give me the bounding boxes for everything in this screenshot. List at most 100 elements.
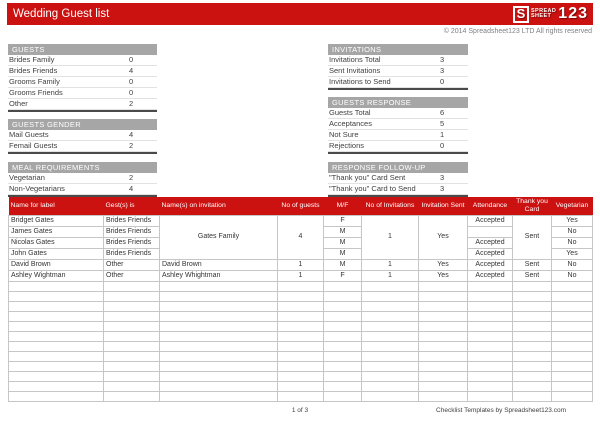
empty-cell[interactable] — [323, 320, 362, 332]
empty-cell[interactable] — [323, 310, 362, 322]
empty-cell[interactable] — [418, 350, 468, 362]
cell-group[interactable]: Other — [103, 269, 160, 282]
empty-cell[interactable] — [8, 360, 104, 372]
empty-cell[interactable] — [512, 290, 552, 302]
cell-mf[interactable]: F — [323, 269, 362, 282]
empty-cell[interactable] — [512, 380, 552, 392]
cell-name[interactable]: John Gates — [8, 247, 104, 260]
empty-cell[interactable] — [103, 300, 160, 312]
empty-cell[interactable] — [159, 280, 278, 292]
empty-cell[interactable] — [323, 360, 362, 372]
empty-cell[interactable] — [551, 380, 593, 392]
empty-cell[interactable] — [277, 380, 324, 392]
empty-cell[interactable] — [277, 360, 324, 372]
empty-cell[interactable] — [467, 280, 513, 292]
empty-cell[interactable] — [361, 360, 419, 372]
empty-cell[interactable] — [8, 320, 104, 332]
cell-card[interactable]: Sent — [512, 258, 552, 271]
empty-cell[interactable] — [467, 320, 513, 332]
empty-cell[interactable] — [8, 280, 104, 292]
cell-mf[interactable]: M — [323, 258, 362, 271]
cell-invitation-name[interactable]: Ashley Whightman — [159, 269, 278, 282]
empty-cell[interactable] — [8, 380, 104, 392]
empty-cell[interactable] — [159, 300, 278, 312]
cell-vegetarian[interactable]: Yes — [551, 214, 593, 227]
empty-cell[interactable] — [467, 310, 513, 322]
empty-cell[interactable] — [551, 350, 593, 362]
empty-cell[interactable] — [551, 300, 593, 312]
empty-cell[interactable] — [361, 280, 419, 292]
empty-cell[interactable] — [103, 290, 160, 302]
empty-cell[interactable] — [512, 320, 552, 332]
empty-cell[interactable] — [8, 370, 104, 382]
empty-cell[interactable] — [277, 300, 324, 312]
empty-cell[interactable] — [551, 280, 593, 292]
empty-cell[interactable] — [8, 390, 104, 402]
cell-group[interactable]: Brides Friends — [103, 247, 160, 260]
cell-attendance[interactable] — [467, 225, 513, 238]
empty-cell[interactable] — [277, 290, 324, 302]
cell-name[interactable]: Nicolas Gates — [8, 236, 104, 249]
cell-group[interactable]: Brides Friends — [103, 214, 160, 227]
cell-attendance[interactable]: Accepted — [467, 269, 513, 282]
empty-cell[interactable] — [551, 310, 593, 322]
empty-cell[interactable] — [418, 370, 468, 382]
empty-cell[interactable] — [467, 350, 513, 362]
cell-guests[interactable]: 4 — [277, 214, 324, 260]
empty-cell[interactable] — [512, 360, 552, 372]
empty-cell[interactable] — [8, 330, 104, 342]
empty-cell[interactable] — [512, 310, 552, 322]
empty-cell[interactable] — [418, 290, 468, 302]
empty-cell[interactable] — [418, 380, 468, 392]
cell-name[interactable]: Ashley Wightman — [8, 269, 104, 282]
empty-cell[interactable] — [8, 300, 104, 312]
cell-mf[interactable]: M — [323, 247, 362, 260]
empty-cell[interactable] — [418, 340, 468, 352]
cell-mf[interactable]: M — [323, 236, 362, 249]
cell-invitation-name[interactable]: Gates Family — [159, 214, 278, 260]
empty-cell[interactable] — [323, 390, 362, 402]
empty-cell[interactable] — [418, 320, 468, 332]
empty-cell[interactable] — [159, 360, 278, 372]
empty-cell[interactable] — [103, 380, 160, 392]
empty-cell[interactable] — [103, 320, 160, 332]
empty-cell[interactable] — [512, 300, 552, 312]
empty-cell[interactable] — [551, 370, 593, 382]
empty-cell[interactable] — [467, 290, 513, 302]
empty-cell[interactable] — [512, 340, 552, 352]
empty-cell[interactable] — [467, 300, 513, 312]
empty-cell[interactable] — [323, 350, 362, 362]
empty-cell[interactable] — [8, 290, 104, 302]
empty-cell[interactable] — [512, 280, 552, 292]
empty-cell[interactable] — [159, 310, 278, 322]
empty-cell[interactable] — [418, 310, 468, 322]
empty-cell[interactable] — [418, 360, 468, 372]
empty-cell[interactable] — [418, 300, 468, 312]
cell-group[interactable]: Brides Friends — [103, 225, 160, 238]
empty-cell[interactable] — [277, 320, 324, 332]
cell-name[interactable]: David Brown — [8, 258, 104, 271]
empty-cell[interactable] — [361, 300, 419, 312]
empty-cell[interactable] — [159, 330, 278, 342]
cell-invitations[interactable]: 1 — [361, 269, 419, 282]
empty-cell[interactable] — [361, 380, 419, 392]
cell-mf[interactable]: F — [323, 214, 362, 227]
empty-cell[interactable] — [103, 390, 160, 402]
cell-card[interactable]: Sent — [512, 214, 552, 260]
empty-cell[interactable] — [159, 370, 278, 382]
empty-cell[interactable] — [361, 340, 419, 352]
empty-cell[interactable] — [361, 320, 419, 332]
cell-guests[interactable]: 1 — [277, 269, 324, 282]
empty-cell[interactable] — [159, 380, 278, 392]
empty-cell[interactable] — [467, 390, 513, 402]
empty-cell[interactable] — [323, 300, 362, 312]
cell-invitation-sent[interactable]: Yes — [418, 214, 468, 260]
empty-cell[interactable] — [512, 350, 552, 362]
empty-cell[interactable] — [512, 370, 552, 382]
empty-cell[interactable] — [361, 330, 419, 342]
empty-cell[interactable] — [323, 290, 362, 302]
empty-cell[interactable] — [361, 310, 419, 322]
empty-cell[interactable] — [159, 350, 278, 362]
empty-cell[interactable] — [551, 320, 593, 332]
cell-invitations[interactable]: 1 — [361, 258, 419, 271]
